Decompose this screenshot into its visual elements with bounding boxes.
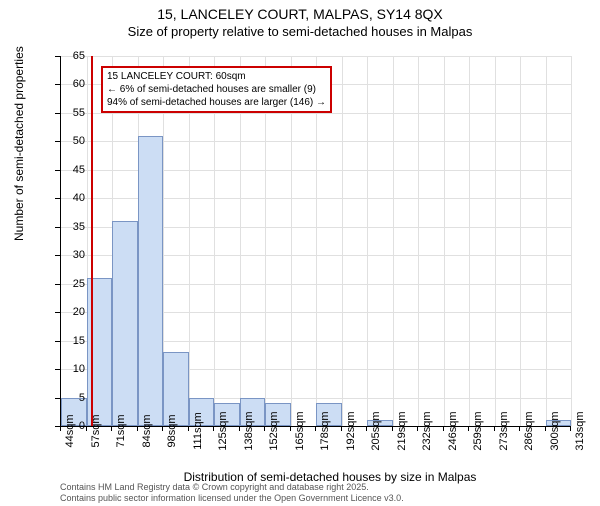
x-tick-mark (519, 426, 520, 431)
x-tick-mark (137, 426, 138, 431)
x-tick-label: 57sqm (90, 414, 102, 447)
gridline-v (367, 56, 368, 426)
y-tick-mark (55, 341, 60, 342)
y-tick-mark (55, 369, 60, 370)
annotation-box: 15 LANCELEY COURT: 60sqm← 6% of semi-det… (101, 66, 332, 113)
chart-title: 15, LANCELEY COURT, MALPAS, SY14 8QX (0, 6, 600, 22)
y-tick-label: 20 (73, 306, 85, 318)
gridline-v (495, 56, 496, 426)
y-tick-mark (55, 141, 60, 142)
x-tick-label: 98sqm (166, 414, 178, 447)
x-tick-mark (392, 426, 393, 431)
y-tick-label: 55 (73, 107, 85, 119)
x-tick-label: 205sqm (370, 411, 382, 450)
y-tick-label: 15 (73, 335, 85, 347)
x-tick-mark (443, 426, 444, 431)
annotation-line: 15 LANCELEY COURT: 60sqm (107, 70, 326, 83)
y-tick-mark (55, 227, 60, 228)
y-tick-mark (55, 398, 60, 399)
y-tick-label: 40 (73, 192, 85, 204)
x-tick-mark (468, 426, 469, 431)
y-tick-label: 10 (73, 363, 85, 375)
gridline-v (444, 56, 445, 426)
gridline-v (418, 56, 419, 426)
histogram-bar (87, 278, 113, 426)
annotation-line: ← 6% of semi-detached houses are smaller… (107, 83, 326, 96)
x-tick-mark (162, 426, 163, 431)
y-tick-mark (55, 170, 60, 171)
y-tick-mark (55, 198, 60, 199)
y-tick-label: 25 (73, 278, 85, 290)
plot-area: 15 LANCELEY COURT: 60sqm← 6% of semi-det… (60, 56, 571, 427)
x-tick-mark (60, 426, 61, 431)
x-tick-label: 259sqm (472, 411, 484, 450)
y-tick-label: 45 (73, 164, 85, 176)
y-tick-label: 35 (73, 221, 85, 233)
x-tick-label: 232sqm (421, 411, 433, 450)
x-tick-label: 165sqm (294, 411, 306, 450)
chart-container: 15, LANCELEY COURT, MALPAS, SY14 8QX Siz… (0, 6, 600, 506)
chart-subtitle: Size of property relative to semi-detach… (0, 24, 600, 39)
gridline-v (469, 56, 470, 426)
x-tick-label: 246sqm (447, 411, 459, 450)
footer-line-2: Contains public sector information licen… (60, 493, 404, 504)
x-tick-label: 138sqm (243, 411, 255, 450)
x-tick-label: 273sqm (498, 411, 510, 450)
x-tick-mark (264, 426, 265, 431)
x-tick-label: 219sqm (396, 411, 408, 450)
footer-text: Contains HM Land Registry data © Crown c… (60, 482, 404, 504)
x-tick-mark (239, 426, 240, 431)
histogram-bar (112, 221, 138, 426)
x-tick-label: 286sqm (523, 411, 535, 450)
x-tick-label: 71sqm (115, 414, 127, 447)
gridline-v (571, 56, 572, 426)
footer-line-1: Contains HM Land Registry data © Crown c… (60, 482, 404, 493)
x-tick-label: 125sqm (217, 411, 229, 450)
gridline-v (342, 56, 343, 426)
annotation-line: 94% of semi-detached houses are larger (… (107, 96, 326, 109)
y-tick-mark (55, 284, 60, 285)
y-tick-label: 5 (79, 392, 85, 404)
x-tick-mark (417, 426, 418, 431)
y-tick-mark (55, 56, 60, 57)
y-tick-label: 65 (73, 50, 85, 62)
histogram-bar (138, 136, 164, 426)
x-tick-mark (494, 426, 495, 431)
gridline-v (520, 56, 521, 426)
x-tick-mark (86, 426, 87, 431)
y-tick-mark (55, 255, 60, 256)
y-tick-label: 60 (73, 78, 85, 90)
x-tick-mark (366, 426, 367, 431)
x-tick-mark (290, 426, 291, 431)
x-tick-label: 111sqm (192, 412, 204, 450)
x-tick-label: 152sqm (268, 411, 280, 450)
x-tick-mark (111, 426, 112, 431)
x-tick-label: 300sqm (549, 411, 561, 450)
x-tick-label: 192sqm (345, 411, 357, 450)
marker-line (91, 56, 93, 426)
y-tick-mark (55, 312, 60, 313)
x-tick-mark (570, 426, 571, 431)
x-tick-mark (188, 426, 189, 431)
x-tick-mark (213, 426, 214, 431)
y-tick-label: 50 (73, 135, 85, 147)
y-tick-label: 30 (73, 249, 85, 261)
x-tick-label: 178sqm (319, 411, 331, 450)
y-tick-mark (55, 84, 60, 85)
x-tick-label: 84sqm (141, 414, 153, 447)
y-tick-label: 0 (79, 420, 85, 432)
y-axis-label: Number of semi-detached properties (12, 46, 26, 241)
y-tick-mark (55, 113, 60, 114)
x-tick-mark (341, 426, 342, 431)
x-tick-label: 44sqm (64, 414, 76, 447)
x-tick-mark (315, 426, 316, 431)
x-tick-mark (545, 426, 546, 431)
x-tick-label: 313sqm (574, 411, 586, 450)
gridline-v (546, 56, 547, 426)
gridline-v (393, 56, 394, 426)
